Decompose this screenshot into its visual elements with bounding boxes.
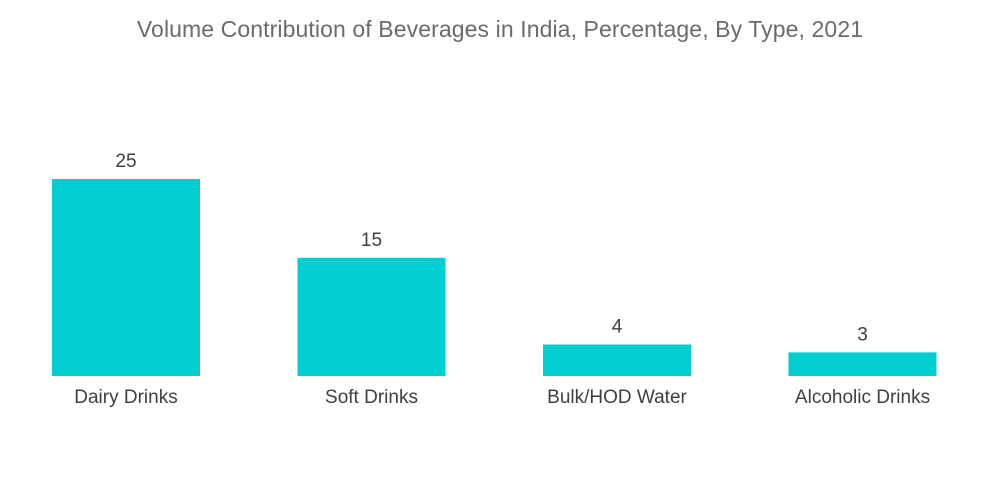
value-label: 4 xyxy=(612,317,623,338)
bar-bulk-hod-water xyxy=(543,344,691,376)
category-label: Dairy Drinks xyxy=(74,387,177,408)
value-label: 3 xyxy=(857,324,868,345)
bar-dairy-drinks xyxy=(52,179,200,376)
value-label: 25 xyxy=(115,151,136,172)
category-label: Alcoholic Drinks xyxy=(795,387,930,408)
bar-soft-drinks xyxy=(297,257,446,376)
category-label: Bulk/HOD Water xyxy=(547,387,687,408)
chart-title: Volume Contribution of Beverages in Indi… xyxy=(136,16,864,42)
bar-alcoholic-drinks xyxy=(788,352,937,376)
category-label: Soft Drinks xyxy=(325,387,418,408)
value-label: 15 xyxy=(361,230,382,251)
